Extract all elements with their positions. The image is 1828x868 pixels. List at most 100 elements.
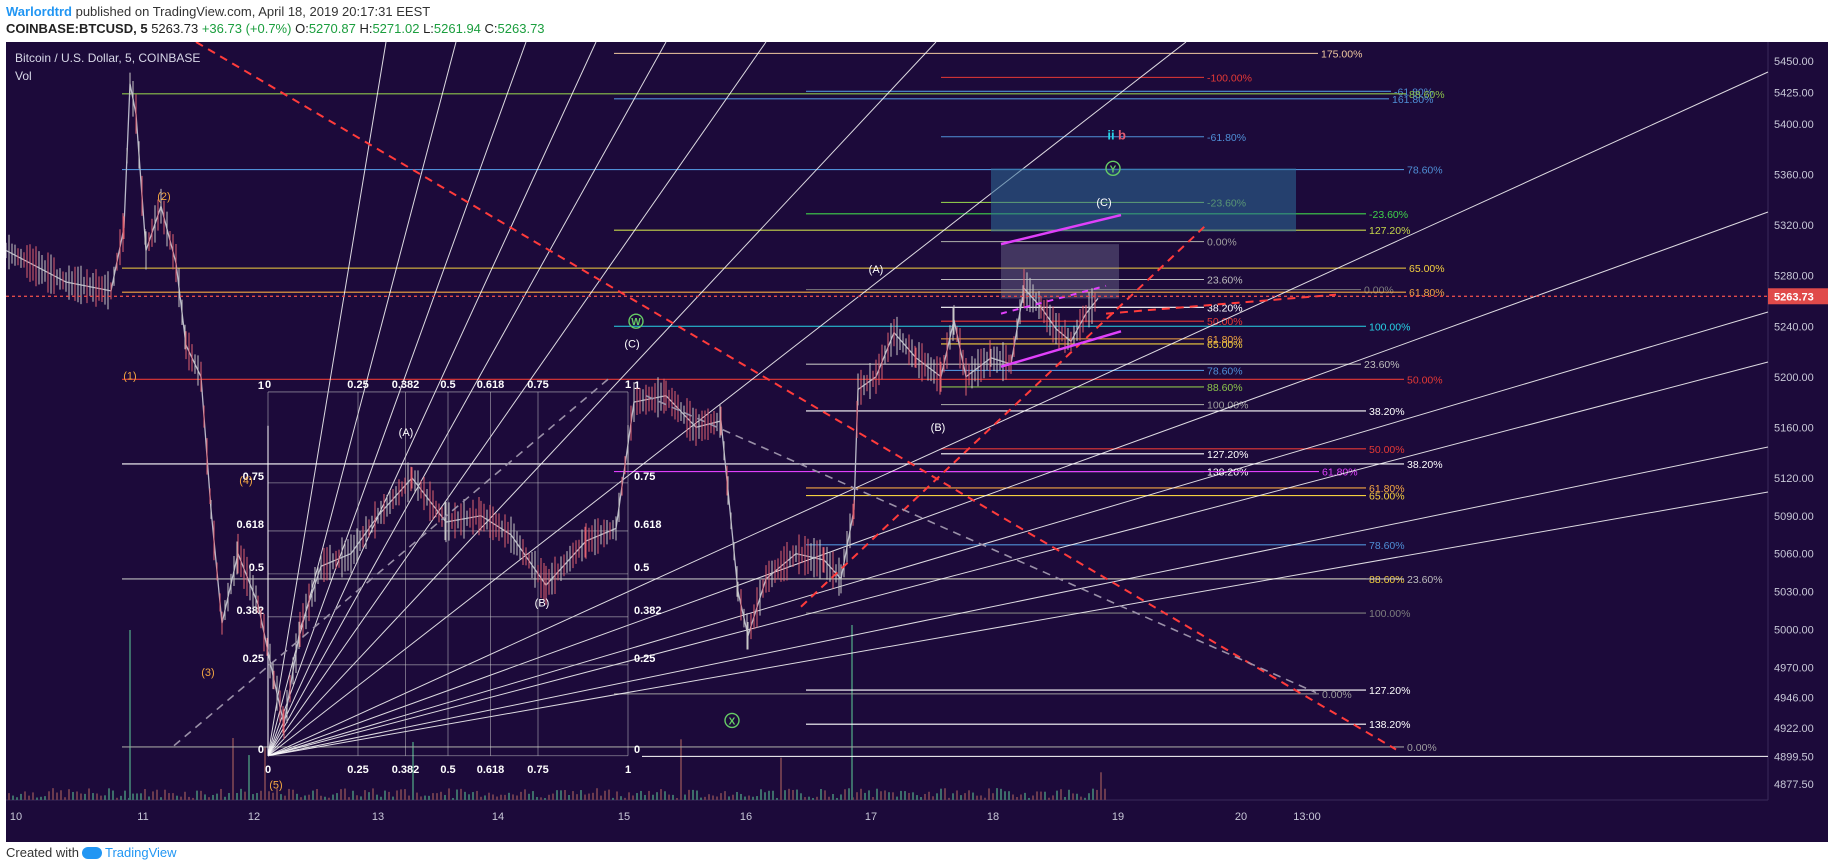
volume-bar bbox=[232, 737, 234, 800]
volume-bar bbox=[704, 796, 706, 800]
volume-bar bbox=[100, 795, 102, 800]
volume-bar bbox=[788, 788, 790, 800]
volume-bar bbox=[1084, 797, 1086, 800]
fib-grid-left-label: 0 bbox=[258, 744, 264, 756]
volume-bar bbox=[360, 796, 362, 800]
volume-bar bbox=[748, 795, 750, 800]
volume-bar bbox=[320, 795, 322, 800]
fan-line bbox=[267, 41, 667, 757]
volume-bar bbox=[588, 793, 590, 800]
fib-grid-top-label: 1 bbox=[625, 379, 631, 391]
fib-grid-top-label: 0.382 bbox=[392, 379, 420, 391]
volume-bar bbox=[620, 796, 622, 800]
volume-bar bbox=[196, 790, 198, 800]
volume-bar bbox=[336, 793, 338, 800]
volume-bar bbox=[256, 792, 258, 800]
fan-line bbox=[267, 41, 387, 756]
fib-grid-right-label: 0.5 bbox=[634, 562, 649, 574]
x-tick-label: 13:00 bbox=[1293, 811, 1321, 823]
created-with-text: Created with bbox=[6, 845, 79, 860]
volume-bar bbox=[1104, 788, 1106, 800]
fib-level-label: 61.80% bbox=[1207, 334, 1243, 346]
tradingview-link[interactable]: TradingView bbox=[104, 845, 177, 860]
volume-bar bbox=[1092, 788, 1094, 800]
volume-bar bbox=[272, 792, 274, 800]
fib-level-label: 38.20% bbox=[1207, 302, 1243, 314]
volume-bar bbox=[980, 795, 982, 800]
volume-bar bbox=[420, 796, 422, 800]
fib-level-label: 50.00% bbox=[1369, 444, 1405, 456]
volume-bar bbox=[92, 793, 94, 800]
volume-bar bbox=[948, 797, 950, 800]
volume-bar bbox=[16, 797, 18, 800]
fan-line bbox=[267, 41, 1187, 757]
fib-level-label: 138.20% bbox=[1207, 467, 1248, 479]
volume-bar bbox=[268, 791, 270, 800]
volume-bar bbox=[212, 794, 214, 800]
volume-bar bbox=[260, 790, 262, 800]
x-tick-label: 12 bbox=[248, 811, 260, 823]
fib-grid-left-label: 0.25 bbox=[243, 653, 264, 665]
volume-bar bbox=[580, 790, 582, 800]
high-label: H: bbox=[359, 21, 373, 36]
volume-bar bbox=[548, 794, 550, 800]
volume-bar bbox=[592, 792, 594, 800]
wave-label-circled: Y bbox=[1110, 164, 1117, 175]
volume-bar bbox=[372, 788, 374, 800]
volume-bar bbox=[780, 757, 782, 800]
fan-line bbox=[267, 491, 1769, 757]
volume-bar bbox=[224, 796, 226, 800]
volume-bar bbox=[152, 791, 154, 800]
x-tick-label: 11 bbox=[137, 811, 148, 823]
volume-bar bbox=[924, 793, 926, 800]
volume-bar bbox=[504, 794, 506, 800]
volume-bar bbox=[140, 793, 142, 800]
time-axis-panel bbox=[6, 800, 1828, 842]
volume-bar bbox=[356, 795, 358, 800]
volume-bar bbox=[560, 790, 562, 800]
volume-bar bbox=[532, 791, 534, 800]
volume-bar bbox=[772, 790, 774, 800]
volume-bar bbox=[456, 789, 458, 800]
fib-grid-top-label: 0.5 bbox=[440, 379, 455, 391]
volume-bar bbox=[424, 795, 426, 800]
volume-bar bbox=[764, 792, 766, 800]
volume-bar bbox=[104, 795, 106, 800]
fib-level-label: 61.80% bbox=[1322, 467, 1358, 479]
chart-area[interactable]: 175.00% -100.00% -61.80% 88.60% 161.80% -61.8… bbox=[5, 41, 1828, 842]
volume-bar bbox=[292, 789, 294, 800]
volume-bar bbox=[48, 791, 50, 800]
target-zone-box bbox=[991, 168, 1296, 232]
volume-bar bbox=[248, 755, 250, 800]
wave-label-orange: (1) bbox=[123, 370, 136, 382]
volume-bar bbox=[464, 791, 466, 800]
dashed-gray-down bbox=[645, 395, 1317, 694]
volume-bar bbox=[352, 790, 354, 800]
volume-bar bbox=[116, 797, 118, 800]
channel-lower bbox=[1000, 330, 1122, 368]
volume-bar bbox=[720, 793, 722, 800]
close-value: 5263.73 bbox=[497, 21, 545, 36]
y-tick-label: 5030.00 bbox=[1774, 587, 1814, 599]
volume-bar bbox=[856, 792, 858, 800]
volume-bar bbox=[700, 797, 702, 800]
volume-bar bbox=[812, 797, 814, 800]
price-chart[interactable]: 175.00%-100.00%-61.80%88.60%161.80%-61.8… bbox=[5, 41, 1828, 842]
volume-bar bbox=[480, 796, 482, 800]
wave-label-white: (A) bbox=[869, 264, 884, 276]
volume-bar bbox=[392, 796, 394, 800]
volume-bar bbox=[412, 741, 414, 800]
author-link[interactable]: Warlordtrd bbox=[6, 4, 72, 19]
y-tick-label: 5120.00 bbox=[1774, 473, 1814, 485]
volume-bar bbox=[404, 789, 406, 800]
volume-bar bbox=[668, 794, 670, 800]
volume-bar bbox=[712, 795, 714, 800]
volume-bar bbox=[1096, 789, 1098, 800]
wave-label-white: (B) bbox=[931, 422, 946, 434]
wave-label-orange: (2) bbox=[157, 191, 170, 203]
volume-bar bbox=[1016, 796, 1018, 800]
volume-bar bbox=[440, 791, 442, 800]
volume-bar bbox=[1080, 796, 1082, 800]
volume-bar bbox=[324, 796, 326, 800]
volume-bar bbox=[32, 792, 34, 800]
